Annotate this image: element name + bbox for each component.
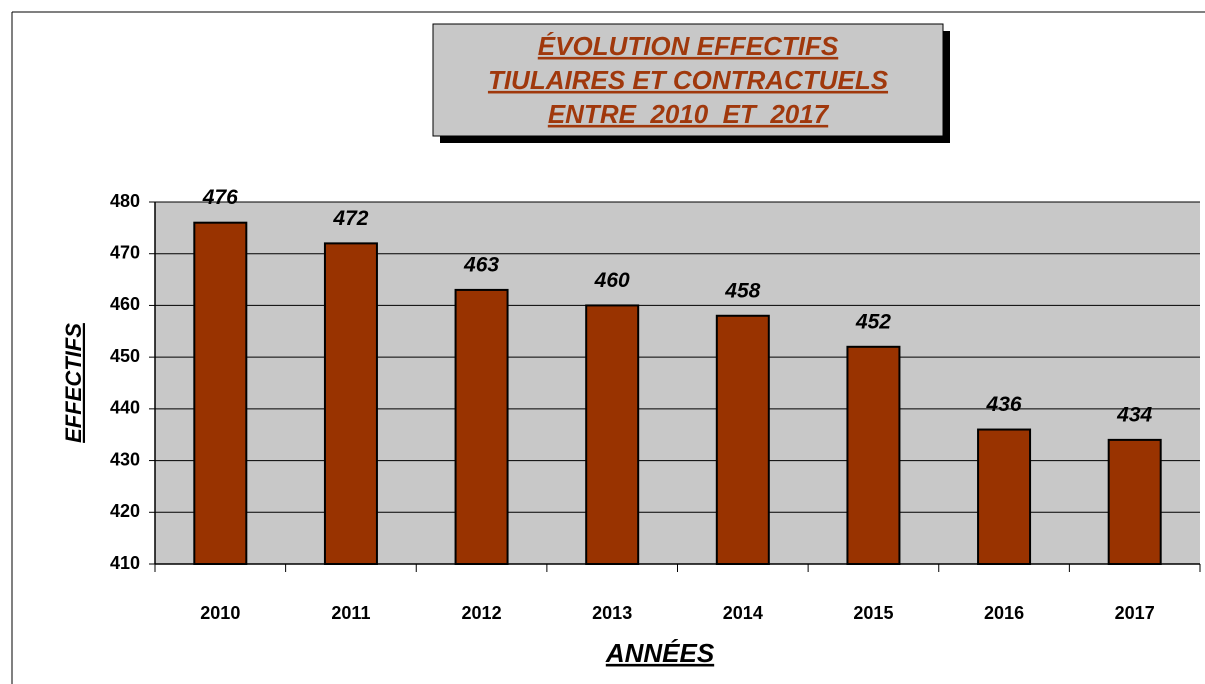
y-tick-label: 470 [110, 242, 140, 262]
x-tick-label: 2012 [462, 603, 502, 623]
data-label: 463 [463, 253, 499, 276]
chart-title: TIULAIRES ET CONTRACTUELS [488, 65, 889, 95]
bar [715, 314, 770, 565]
data-label: 452 [855, 310, 891, 333]
x-tick-label: 2016 [984, 603, 1024, 623]
y-tick-label: 440 [110, 398, 140, 418]
x-axis-label: ANNÉES [605, 638, 715, 668]
title-box [432, 23, 944, 137]
y-tick-label: 460 [110, 294, 140, 314]
plot-area [155, 202, 1200, 564]
y-axis-label: EFFECTIFS [61, 323, 86, 443]
data-label: 434 [1116, 403, 1152, 426]
bar [1107, 438, 1162, 565]
data-label: 460 [594, 269, 630, 292]
x-tick-label: 2011 [331, 603, 370, 623]
y-tick-label: 480 [110, 191, 140, 211]
x-tick-label: 2017 [1115, 603, 1155, 623]
x-tick-label: 2014 [723, 603, 763, 623]
y-tick-label: 420 [110, 501, 140, 521]
y-tick-label: 450 [110, 346, 140, 366]
data-label: 436 [986, 393, 1022, 416]
x-tick-label: 2013 [592, 603, 632, 623]
chart-title: ENTRE 2010 ET 2017 [548, 99, 830, 129]
y-tick-label: 410 [110, 553, 140, 573]
bar [323, 242, 378, 565]
chart-title: ÉVOLUTION EFFECTIFS [538, 31, 839, 61]
data-label: 476 [202, 186, 238, 209]
y-tick-label: 430 [110, 449, 140, 469]
bar [977, 428, 1032, 565]
x-tick-label: 2015 [853, 603, 893, 623]
bar [585, 304, 640, 565]
data-label: 458 [724, 279, 760, 302]
bar [193, 221, 248, 566]
x-tick-label: 2010 [200, 603, 240, 623]
data-label: 472 [332, 207, 368, 230]
bar [454, 288, 509, 565]
bar [846, 345, 901, 565]
